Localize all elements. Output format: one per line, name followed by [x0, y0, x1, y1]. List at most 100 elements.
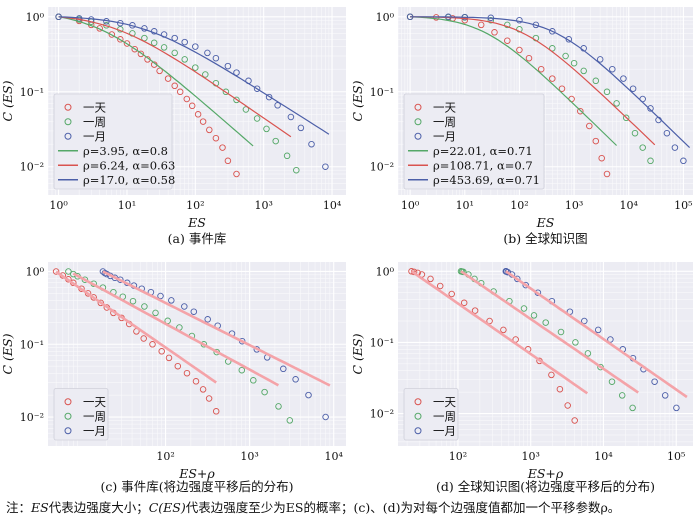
- legend-label: 一天: [433, 395, 456, 409]
- data-point: [293, 166, 300, 174]
- fit-line: [410, 270, 589, 395]
- data-point: [250, 377, 257, 384]
- data-point: [204, 49, 211, 57]
- data-point: [562, 52, 569, 60]
- data-point: [117, 36, 124, 43]
- y-axis-label: C (ES): [0, 80, 15, 121]
- data-point: [188, 102, 196, 110]
- y-tick-label: 10⁻²: [370, 408, 394, 421]
- data-point: [516, 46, 523, 54]
- data-point: [608, 378, 616, 385]
- data-point: [280, 365, 287, 373]
- data-point: [597, 363, 604, 371]
- x-tick-label: 10¹: [456, 199, 474, 212]
- data-point: [199, 386, 207, 393]
- data-point: [90, 294, 97, 301]
- data-point: [525, 54, 533, 62]
- panel-caption: (b) 全球知识图: [503, 231, 587, 246]
- major-grid: [48, 262, 346, 446]
- data-point: [592, 137, 600, 145]
- legend-label: 一月: [83, 129, 106, 143]
- x-tick-label: 10²: [156, 450, 174, 463]
- data-point: [629, 404, 636, 412]
- data-point: [548, 371, 555, 379]
- y-tick-label: 10⁰: [26, 11, 45, 24]
- legend-label: 一周: [83, 409, 106, 423]
- data-point: [572, 339, 579, 346]
- x-tick-label: 10¹: [118, 199, 136, 212]
- legend-box: [53, 93, 173, 190]
- data-point: [408, 268, 415, 275]
- data-point: [613, 100, 620, 107]
- y-tick-label: 10⁻²: [20, 411, 44, 424]
- legend-label: ρ=17.0, α=0.58: [83, 173, 175, 187]
- data-point: [263, 125, 270, 133]
- data-point: [436, 282, 444, 290]
- data-point: [183, 369, 191, 377]
- legend-label: ρ=453.69, α=0.71: [433, 173, 540, 187]
- data-point: [165, 354, 173, 362]
- data-point: [199, 118, 207, 125]
- data-point: [584, 350, 592, 357]
- legend-label: 一月: [83, 424, 106, 438]
- fit-line: [72, 272, 280, 387]
- data-point: [618, 392, 626, 399]
- data-point: [283, 152, 291, 160]
- data-point: [549, 28, 556, 35]
- data-point: [274, 102, 281, 109]
- data-point: [580, 67, 587, 75]
- legend-marker: [414, 118, 422, 126]
- data-point: [471, 307, 479, 314]
- data-point: [516, 16, 523, 24]
- chart-panel-2: 10² 10³ 10⁴ 10⁰ 10⁻¹ 10⁻² ES+ρ C (ES) (c) 事件库(将边…: [0, 262, 346, 494]
- x-axis-label: ES: [187, 215, 206, 230]
- legend-marker: [64, 398, 72, 406]
- plot-data: [406, 13, 691, 178]
- data-point: [157, 292, 164, 300]
- data-point: [594, 326, 602, 334]
- data-point: [647, 105, 654, 112]
- data-point: [322, 413, 329, 421]
- data-point: [663, 129, 671, 137]
- note-prefix: 注：: [6, 500, 32, 515]
- major-grid: [398, 262, 693, 446]
- data-point: [158, 348, 165, 355]
- data-point: [181, 303, 188, 310]
- fit-line: [410, 16, 691, 149]
- data-point: [287, 113, 295, 121]
- data-point: [522, 281, 529, 289]
- data-point: [603, 170, 611, 178]
- data-point: [233, 69, 240, 76]
- fit-line: [55, 270, 217, 384]
- data-point: [275, 403, 282, 410]
- data-point: [504, 21, 511, 29]
- x-tick-label: 10³: [240, 450, 258, 463]
- legend-marker: [64, 427, 72, 435]
- data-point: [204, 316, 211, 323]
- data-point: [571, 417, 578, 424]
- data-point: [192, 64, 199, 71]
- legend-label: 一周: [83, 115, 106, 129]
- data-point: [192, 43, 199, 50]
- y-tick-label: 10⁰: [376, 11, 395, 24]
- legend-label: ρ=108.71, α=0.7: [433, 158, 533, 172]
- data-point: [542, 319, 549, 326]
- data-point: [537, 65, 545, 73]
- legend-marker: [64, 103, 72, 111]
- data-point: [322, 163, 329, 170]
- data-point: [52, 268, 60, 275]
- legend-label: ρ=6.24, α=0.63: [83, 158, 175, 172]
- data-point: [651, 378, 658, 385]
- legend-marker: [414, 132, 422, 140]
- x-tick-label: 10⁴: [325, 450, 344, 463]
- data-point: [224, 62, 232, 70]
- y-tick-label: 10⁻¹: [20, 338, 44, 351]
- legend-label: 一天: [83, 395, 106, 409]
- data-point: [212, 54, 220, 62]
- data-point: [160, 44, 168, 51]
- data-point: [140, 335, 147, 342]
- data-point: [238, 366, 246, 374]
- y-axis-label: C (ES): [0, 333, 15, 374]
- data-point: [183, 95, 191, 103]
- data-point: [609, 65, 616, 73]
